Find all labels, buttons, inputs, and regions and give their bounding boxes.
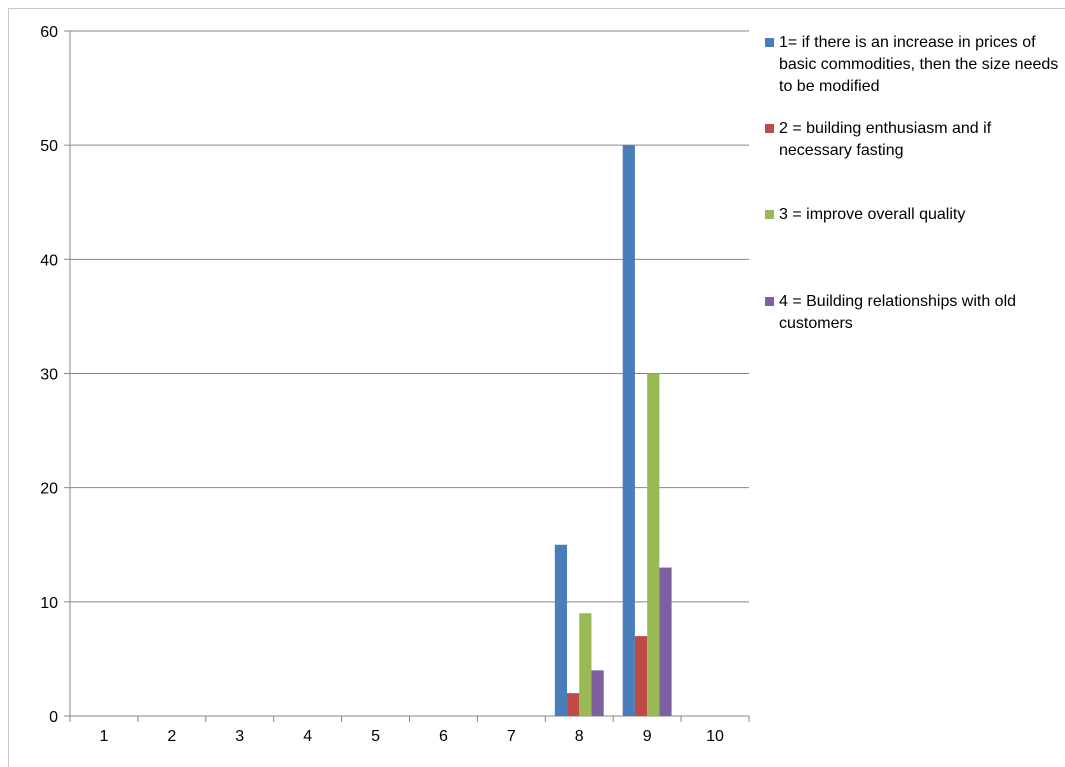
x-tick-label: 3	[235, 728, 244, 745]
y-tick-label: 50	[40, 138, 58, 155]
bar	[647, 373, 660, 716]
legend-swatch	[765, 210, 774, 219]
bar	[591, 670, 604, 716]
legend-swatch	[765, 38, 774, 47]
y-tick-label: 20	[40, 481, 58, 498]
y-tick-label: 0	[49, 709, 58, 726]
chart-frame	[8, 8, 1065, 767]
x-tick-label: 10	[706, 728, 724, 745]
legend-item: 2 = building enthusiasm and if necessary…	[765, 118, 1065, 162]
bar	[567, 693, 580, 716]
bar	[579, 613, 592, 716]
legend-item: 3 = improve overall quality	[765, 204, 1065, 226]
bar	[634, 636, 648, 716]
legend-label: 2 = building enthusiasm and if necessary…	[779, 120, 992, 159]
bar	[554, 544, 568, 716]
x-tick-label: 8	[575, 728, 584, 745]
bar	[622, 145, 635, 716]
x-tick-label: 7	[507, 728, 516, 745]
x-tick-label: 1	[99, 728, 108, 745]
x-tick-label: 6	[439, 728, 448, 745]
x-tick-label: 5	[371, 728, 380, 745]
y-tick-label: 60	[40, 24, 58, 41]
x-tick-label: 9	[643, 728, 652, 745]
bar	[659, 567, 672, 716]
y-tick-label: 10	[40, 595, 58, 612]
y-tick-label: 30	[40, 367, 58, 384]
legend-item: 4 = Building relationships with old cust…	[765, 291, 1065, 335]
legend-swatch	[765, 297, 774, 306]
x-tick-label: 4	[303, 728, 312, 745]
legend-label: 1= if there is an increase in prices of …	[779, 34, 1059, 95]
legend-swatch	[765, 124, 774, 133]
x-tick-label: 2	[167, 728, 176, 745]
legend-item: 1= if there is an increase in prices of …	[765, 32, 1065, 98]
legend-label: 3 = improve overall quality	[779, 206, 966, 223]
legend-label: 4 = Building relationships with old cust…	[779, 293, 1017, 332]
y-tick-label: 40	[40, 252, 58, 269]
